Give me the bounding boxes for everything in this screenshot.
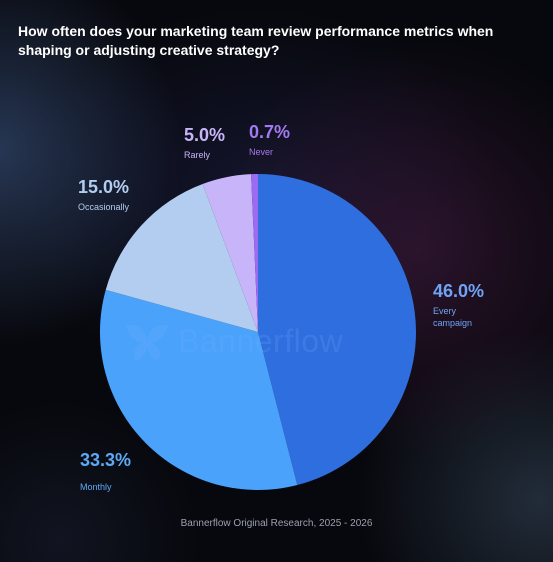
pie-slice-never bbox=[251, 174, 258, 332]
slice-percent: 33.3% bbox=[80, 450, 132, 470]
slice-label-occasionally: 15.0% Occasionally bbox=[78, 177, 129, 213]
slice-category: Every campaign bbox=[433, 306, 473, 328]
slice-label-never: 0.7% Never bbox=[249, 122, 290, 158]
pie-slice-every-campaign bbox=[258, 174, 416, 486]
slice-percent: 5.0% bbox=[184, 125, 226, 145]
slice-label-rarely: 5.0% Rarely bbox=[184, 125, 225, 161]
pie-slice-rarely bbox=[202, 174, 258, 332]
bannerflow-logo-icon bbox=[126, 324, 168, 361]
pie-slice-occasionally bbox=[105, 184, 258, 332]
source-note: Bannerflow Original Research, 2025 - 202… bbox=[180, 518, 373, 529]
slice-category: Rarely bbox=[184, 150, 211, 160]
slice-category: Never bbox=[249, 147, 274, 157]
slice-label-every-campaign: 46.0% Every campaign bbox=[433, 281, 485, 329]
chart-title: How often does your marketing team revie… bbox=[18, 23, 494, 58]
pie-slice-monthly bbox=[99, 289, 298, 490]
slice-category: Occasionally bbox=[78, 202, 130, 212]
slice-percent: 15.0% bbox=[78, 177, 130, 197]
slice-category: Monthly bbox=[80, 482, 112, 492]
watermark-text: Bannerflow bbox=[178, 322, 344, 359]
slice-label-monthly: 33.3% Monthly bbox=[80, 450, 131, 493]
slice-percent: 0.7% bbox=[249, 122, 291, 142]
watermark: Bannerflow bbox=[122, 318, 412, 364]
slice-percent: 46.0% bbox=[433, 281, 485, 301]
